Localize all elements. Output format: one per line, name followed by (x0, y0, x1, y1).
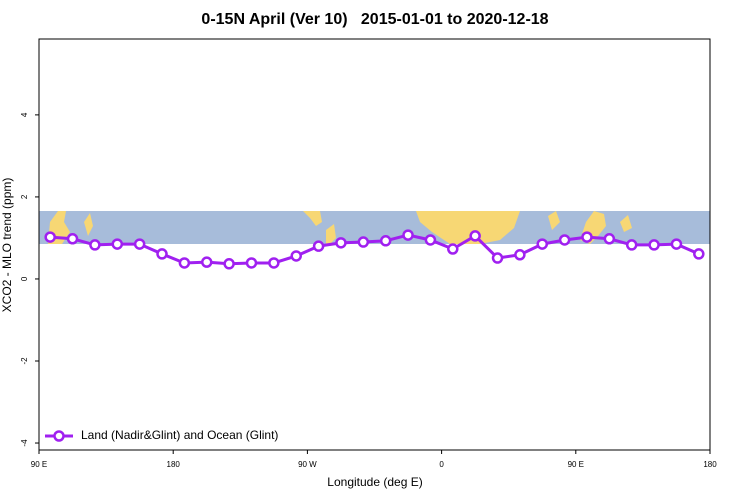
land (303, 211, 322, 226)
x-tick-label: 90 E (568, 460, 584, 469)
legend-marker (53, 430, 65, 442)
data-point (469, 230, 481, 242)
data-point (357, 236, 370, 248)
data-point (268, 257, 280, 269)
y-tick-label: -2 (20, 357, 29, 365)
data-point (693, 248, 705, 260)
data-point (335, 237, 347, 249)
data-point (670, 238, 683, 250)
x-tick-label: 180 (703, 460, 717, 469)
land (548, 211, 560, 230)
data-point (603, 233, 616, 245)
data-point (66, 233, 79, 245)
chart-title: 0-15N April (Ver 10) 2015-01-01 to 2020-… (201, 11, 548, 28)
plot-frame (38, 38, 711, 451)
land (620, 215, 632, 232)
data-point (447, 243, 459, 255)
data-point (245, 257, 258, 269)
x-tick-label: 90 W (298, 460, 317, 469)
data-point (133, 238, 146, 250)
data-point (44, 231, 56, 243)
x-tick-label: 90 E (31, 460, 47, 469)
land (326, 224, 336, 244)
x-tick-label: 0 (439, 460, 444, 469)
y-tick-label: 4 (20, 112, 29, 117)
data-point (89, 239, 101, 251)
data-point (424, 234, 437, 246)
legend-label: Land (Nadir&Glint) and Ocean (Glint) (81, 428, 278, 442)
data-point (156, 248, 168, 260)
data-point (178, 257, 191, 269)
data-point (581, 231, 593, 243)
land (84, 213, 93, 236)
x-tick-label: 180 (167, 460, 181, 469)
data-point (402, 229, 414, 241)
land (416, 211, 520, 244)
map-band (39, 211, 710, 244)
data-point (312, 240, 325, 252)
data-point (491, 252, 504, 264)
data-point (625, 239, 638, 251)
data-point (379, 235, 392, 247)
y-tick-label: 0 (20, 276, 29, 281)
data-point (558, 234, 571, 246)
data-point (290, 250, 302, 262)
y-tick-label: 2 (20, 194, 29, 199)
data-point (201, 256, 213, 268)
y-axis-label: XCO2 - MLO trend (ppm) (0, 178, 14, 313)
x-axis-label: Longitude (deg E) (327, 475, 422, 489)
data-point (648, 239, 660, 251)
data-point (111, 238, 124, 250)
data-point (223, 258, 235, 270)
y-tick-label: -4 (20, 439, 29, 447)
data-point (536, 238, 548, 250)
data-point (514, 249, 526, 261)
